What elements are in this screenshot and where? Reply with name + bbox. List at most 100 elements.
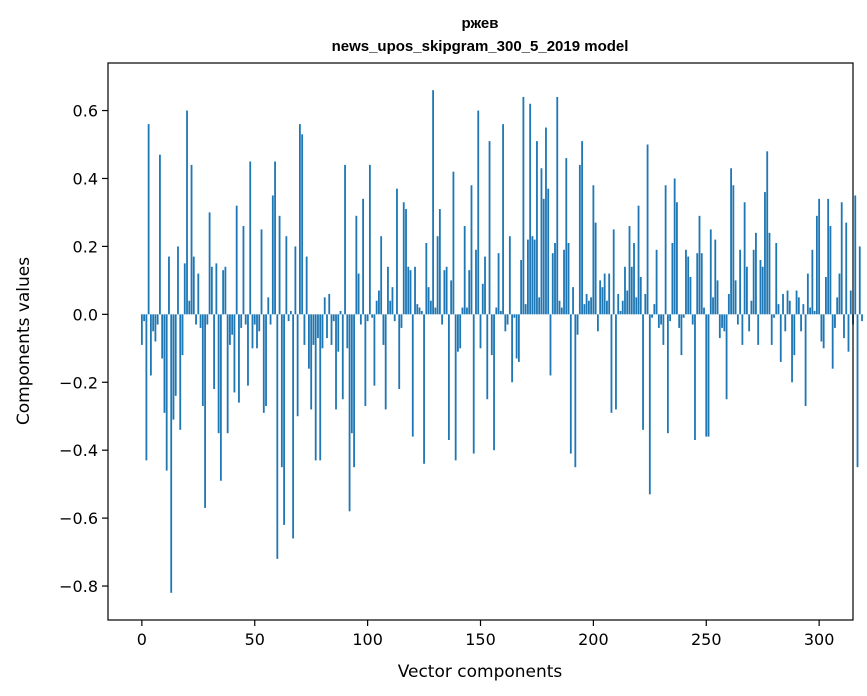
bar-205: [604, 274, 606, 315]
bar-81: [324, 297, 326, 314]
bar-192: [574, 314, 576, 467]
bar-237: [676, 202, 678, 314]
bar-199: [590, 297, 592, 314]
bar-137: [450, 280, 452, 314]
bar-224: [647, 145, 649, 315]
bar-114: [398, 314, 400, 389]
bar-256: [719, 314, 721, 338]
bar-186: [561, 308, 563, 315]
bar-284: [782, 294, 784, 314]
bar-188: [565, 158, 567, 314]
bar-291: [798, 297, 800, 314]
bar-259: [726, 314, 728, 399]
bar-204: [602, 287, 604, 314]
bar-174: [534, 240, 536, 315]
bar-123: [419, 308, 421, 315]
bar-14: [173, 314, 175, 419]
bar-238: [678, 314, 680, 328]
bar-307: [834, 314, 836, 328]
bar-40: [231, 314, 233, 334]
bar-63: [283, 314, 285, 525]
bar-255: [717, 280, 719, 314]
bar-112: [394, 314, 396, 321]
x-axis-label: Vector components: [398, 662, 563, 682]
bar-98: [362, 199, 364, 314]
bar-11: [166, 314, 168, 470]
bar-102: [371, 314, 373, 317]
bar-245: [694, 314, 696, 440]
bar-161: [504, 314, 506, 331]
bar-76: [313, 314, 315, 345]
bar-80: [322, 314, 324, 348]
bar-236: [674, 178, 676, 314]
bar-231: [662, 314, 664, 345]
bar-36: [222, 270, 224, 314]
bar-179: [545, 128, 547, 315]
bar-131: [437, 236, 439, 314]
bar-273: [757, 314, 759, 345]
bar-124: [421, 311, 423, 314]
bar-49: [252, 314, 254, 348]
bar-17: [179, 314, 181, 429]
bar-130: [434, 308, 436, 315]
bar-318: [859, 246, 861, 314]
bar-3: [148, 124, 150, 314]
bar-283: [780, 314, 782, 362]
bar-74: [308, 314, 310, 368]
bar-127: [428, 287, 430, 314]
bar-97: [360, 314, 362, 324]
bar-268: [746, 267, 748, 315]
bar-20: [186, 111, 188, 315]
bar-24: [195, 314, 197, 324]
bar-166: [516, 314, 518, 358]
bar-55: [265, 314, 267, 406]
bar-132: [439, 209, 441, 314]
bar-99: [364, 314, 366, 406]
bar-177: [541, 168, 543, 314]
bar-4: [150, 314, 152, 375]
bar-171: [527, 240, 529, 315]
bar-216: [629, 226, 631, 314]
bar-182: [552, 253, 554, 314]
bar-141: [459, 314, 461, 348]
bar-191: [572, 287, 574, 314]
bar-146: [471, 185, 473, 314]
bar-271: [753, 250, 755, 315]
bar-89: [342, 314, 344, 399]
bar-281: [775, 243, 777, 314]
bar-294: [805, 314, 807, 406]
bar-78: [317, 314, 319, 338]
bar-266: [741, 314, 743, 345]
bar-158: [498, 253, 500, 314]
bar-184: [556, 97, 558, 314]
bar-45: [243, 226, 245, 314]
bar-212: [620, 311, 622, 314]
bar-213: [622, 301, 624, 315]
bar-197: [586, 294, 588, 314]
bar-46: [245, 314, 247, 324]
bar-51: [256, 314, 258, 348]
bar-250: [705, 314, 707, 436]
bar-292: [800, 314, 802, 331]
bar-187: [563, 250, 565, 315]
bar-117: [405, 209, 407, 314]
bar-235: [671, 243, 673, 314]
bar-12: [168, 257, 170, 315]
bar-232: [665, 185, 667, 314]
x-tick-label: 200: [578, 630, 609, 649]
y-tick-label: 0.6: [73, 102, 98, 121]
y-tick-label: −0.2: [59, 373, 98, 392]
bar-221: [640, 277, 642, 314]
bar-310: [841, 202, 843, 314]
bar-217: [631, 267, 633, 315]
bar-195: [581, 141, 583, 314]
bar-70: [299, 124, 301, 314]
bar-145: [468, 270, 470, 314]
bar-61: [279, 216, 281, 314]
bar-316: [854, 195, 856, 314]
y-axis-label: Components values: [14, 257, 34, 425]
bar-38: [227, 314, 229, 433]
bar-133: [441, 314, 443, 324]
bar-311: [843, 314, 845, 338]
